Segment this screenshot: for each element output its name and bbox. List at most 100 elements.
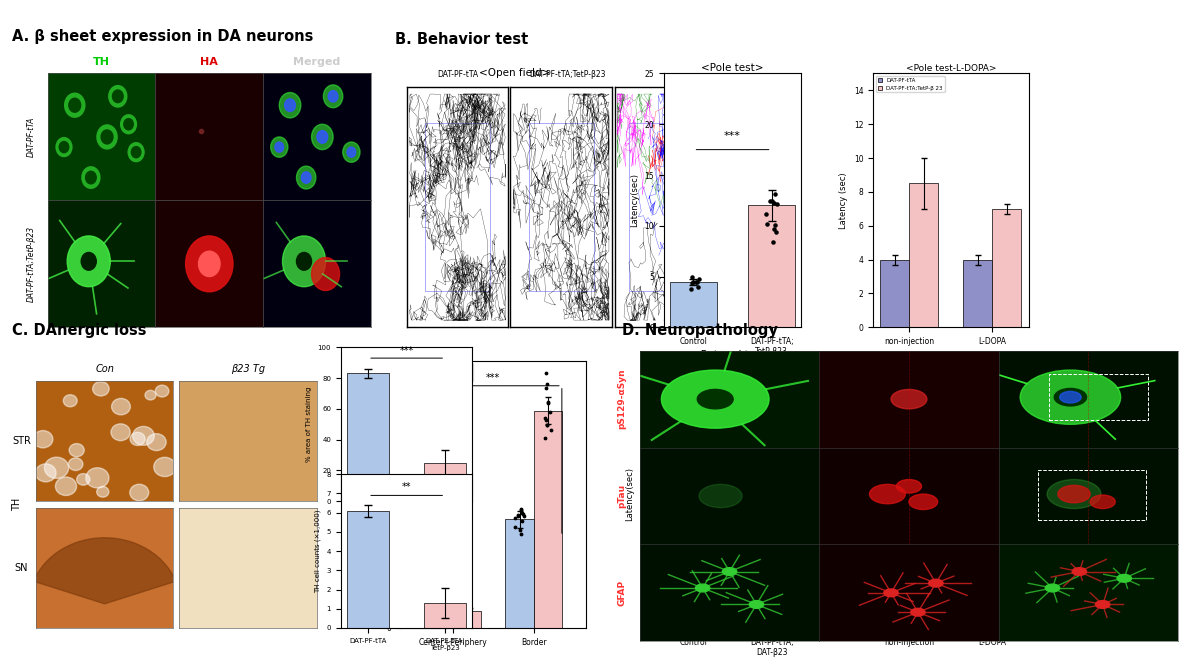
Circle shape bbox=[108, 85, 128, 108]
Point bbox=[429, 566, 448, 577]
Point bbox=[431, 566, 450, 577]
Circle shape bbox=[155, 385, 169, 397]
Text: SN: SN bbox=[14, 563, 29, 572]
Text: B. Behavior test: B. Behavior test bbox=[395, 32, 527, 47]
Text: pS129-αSyn: pS129-αSyn bbox=[617, 369, 627, 430]
Bar bbox=[880, 260, 909, 327]
Text: β23 Tg: β23 Tg bbox=[231, 365, 266, 374]
Circle shape bbox=[147, 434, 166, 451]
Circle shape bbox=[297, 253, 312, 270]
Y-axis label: Time in Zone (%): Time in Zone (%) bbox=[362, 458, 371, 530]
Circle shape bbox=[891, 389, 927, 409]
Circle shape bbox=[275, 142, 283, 152]
Text: pTau: pTau bbox=[617, 484, 627, 508]
Point bbox=[512, 504, 531, 515]
Circle shape bbox=[68, 458, 83, 470]
Bar bbox=[506, 520, 533, 628]
Point bbox=[758, 218, 777, 229]
Bar bbox=[909, 539, 939, 628]
Circle shape bbox=[317, 131, 328, 144]
Title: <Rotarod tes-L-DOPA>: <Rotarod tes-L-DOPA> bbox=[899, 351, 1002, 360]
Circle shape bbox=[1091, 495, 1115, 508]
Circle shape bbox=[1045, 584, 1060, 592]
Bar bbox=[533, 411, 562, 628]
Bar bbox=[453, 611, 481, 628]
Point bbox=[457, 602, 476, 613]
Text: ***: *** bbox=[399, 345, 414, 355]
Point bbox=[684, 451, 703, 462]
Circle shape bbox=[154, 458, 176, 476]
Text: D. Neuropathology: D. Neuropathology bbox=[622, 323, 777, 338]
Point bbox=[762, 542, 781, 552]
Point bbox=[762, 540, 781, 551]
Bar bbox=[425, 603, 466, 628]
Point bbox=[454, 607, 474, 618]
Circle shape bbox=[1117, 574, 1131, 582]
Point bbox=[762, 533, 781, 544]
Circle shape bbox=[44, 457, 68, 478]
Bar bbox=[425, 123, 490, 291]
Text: ***: *** bbox=[724, 385, 742, 395]
Point bbox=[460, 611, 480, 622]
Point bbox=[460, 603, 480, 614]
Point bbox=[512, 515, 531, 526]
Point bbox=[761, 544, 780, 554]
Point bbox=[683, 447, 702, 458]
Point bbox=[429, 566, 448, 577]
Text: HA: HA bbox=[201, 57, 218, 67]
Text: DAT-PF-tTA: DAT-PF-tTA bbox=[28, 117, 36, 157]
Title: <Pole test>: <Pole test> bbox=[701, 63, 764, 73]
Wedge shape bbox=[33, 538, 176, 604]
Point bbox=[682, 272, 701, 283]
Y-axis label: Latency (sec): Latency (sec) bbox=[835, 466, 843, 522]
Point bbox=[759, 532, 779, 542]
Y-axis label: TH cell counts (×1,000): TH cell counts (×1,000) bbox=[315, 509, 321, 593]
Circle shape bbox=[749, 601, 764, 609]
Text: ***: *** bbox=[724, 132, 742, 142]
Point bbox=[758, 538, 777, 549]
Point bbox=[458, 603, 477, 613]
Text: <Open field>: <Open field> bbox=[478, 69, 550, 78]
Circle shape bbox=[128, 142, 145, 162]
Circle shape bbox=[328, 91, 338, 102]
Text: DAT-PF-tTA;TetP-β23: DAT-PF-tTA;TetP-β23 bbox=[28, 226, 36, 302]
Circle shape bbox=[86, 468, 109, 488]
Bar bbox=[909, 184, 939, 327]
Text: **: ** bbox=[402, 482, 411, 492]
Circle shape bbox=[311, 257, 340, 291]
Point bbox=[683, 277, 702, 288]
Circle shape bbox=[86, 171, 96, 184]
Point bbox=[428, 566, 447, 576]
Circle shape bbox=[1096, 601, 1110, 609]
Point bbox=[541, 407, 560, 418]
Title: <Rotarod test>: <Rotarod test> bbox=[691, 350, 774, 360]
Bar bbox=[1049, 374, 1148, 420]
Circle shape bbox=[928, 579, 944, 587]
Point bbox=[537, 378, 556, 389]
Circle shape bbox=[111, 424, 130, 441]
Circle shape bbox=[97, 124, 117, 150]
Text: Con: Con bbox=[96, 365, 114, 374]
Point bbox=[537, 415, 556, 426]
Circle shape bbox=[124, 119, 133, 130]
Circle shape bbox=[65, 92, 86, 118]
Circle shape bbox=[112, 90, 123, 103]
Circle shape bbox=[301, 172, 311, 183]
Point bbox=[688, 281, 707, 292]
Bar bbox=[749, 206, 795, 327]
Point bbox=[764, 223, 783, 234]
Circle shape bbox=[280, 92, 301, 118]
Point bbox=[682, 283, 701, 294]
Circle shape bbox=[77, 474, 90, 485]
Point bbox=[537, 383, 556, 393]
Circle shape bbox=[343, 142, 360, 162]
Circle shape bbox=[55, 137, 73, 157]
Circle shape bbox=[1072, 568, 1086, 575]
Y-axis label: Latency(sec): Latency(sec) bbox=[626, 468, 634, 521]
Point bbox=[428, 569, 447, 580]
Text: ***: *** bbox=[487, 373, 500, 383]
Circle shape bbox=[297, 166, 316, 189]
Circle shape bbox=[884, 589, 898, 597]
Point bbox=[762, 518, 781, 528]
Point bbox=[511, 524, 530, 535]
